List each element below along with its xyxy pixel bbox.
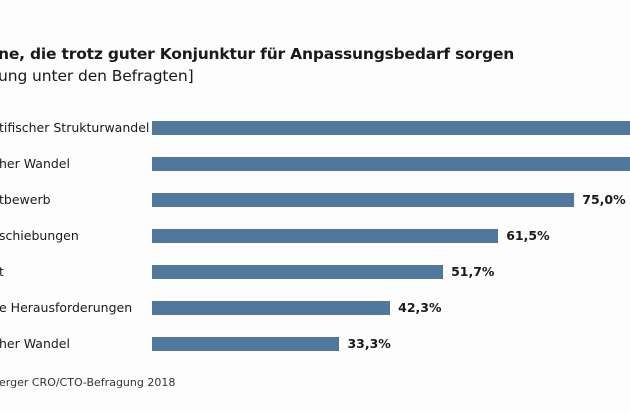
value-label: 61,5% [506, 228, 550, 243]
bar [152, 157, 630, 171]
value-label: 33,3% [347, 336, 391, 351]
category-label: her Wandel [0, 156, 70, 171]
source-note: erger CRO/CTO-Befragung 2018 [0, 376, 176, 389]
value-label: 42,3% [398, 300, 442, 315]
category-label: e Herausforderungen [0, 300, 133, 315]
chart-title: ne, die trotz guter Konjunktur für Anpas… [0, 45, 515, 63]
category-label: schiebungen [0, 228, 79, 243]
chart-subtitle: ung unter den Befragten] [0, 67, 194, 85]
category-label: tifischer Strukturwandel [0, 120, 150, 135]
category-label: t [0, 264, 4, 279]
bar [152, 229, 499, 243]
bar [152, 193, 575, 207]
bar [152, 301, 391, 315]
value-label: 75,0% [582, 192, 626, 207]
bar [152, 265, 444, 279]
bar [152, 337, 340, 351]
value-label: 51,7% [451, 264, 495, 279]
category-label: tbewerb [0, 192, 51, 207]
category-label: her Wandel [0, 336, 70, 351]
bar [152, 121, 630, 135]
